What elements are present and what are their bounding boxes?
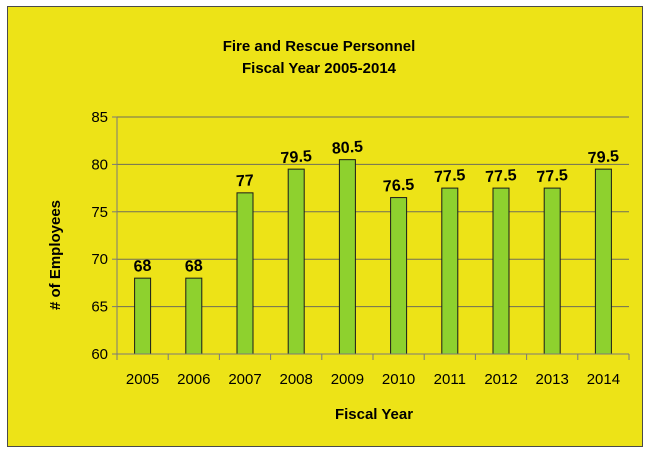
chart-frame: Fire and Rescue Personnel Fiscal Year 20… bbox=[7, 6, 643, 447]
x-tick-label-2012: 2012 bbox=[484, 371, 517, 388]
chart-subtitle: Fiscal Year 2005-2014 bbox=[242, 60, 397, 77]
x-tick-label-2009: 2009 bbox=[331, 371, 364, 388]
bar-2012 bbox=[492, 187, 510, 355]
x-tick-label-2007: 2007 bbox=[228, 371, 261, 388]
x-axis-title: Fiscal Year bbox=[335, 406, 413, 423]
x-tick-label-2013: 2013 bbox=[536, 371, 569, 388]
chart-title: Fire and Rescue Personnel bbox=[223, 38, 416, 55]
data-label-2013: 77.5 bbox=[536, 167, 568, 186]
bar-2013 bbox=[543, 187, 561, 355]
x-tick-label-2005: 2005 bbox=[126, 371, 159, 388]
data-label-2005: 68 bbox=[133, 258, 152, 276]
data-label-2014: 79.5 bbox=[587, 148, 619, 167]
data-label-2010: 76.5 bbox=[383, 177, 415, 196]
axes bbox=[112, 116, 630, 360]
data-label-2009: 80.5 bbox=[331, 139, 363, 158]
bar-2010 bbox=[390, 197, 408, 355]
data-label-2008: 79.5 bbox=[280, 148, 312, 167]
bar-2011 bbox=[441, 187, 459, 355]
y-tick-label: 70 bbox=[91, 251, 108, 268]
data-label-2011: 77.5 bbox=[434, 167, 466, 186]
y-axis-title: # of Employees bbox=[47, 200, 64, 310]
x-tick-label-2008: 2008 bbox=[280, 371, 313, 388]
bar-2006 bbox=[185, 277, 203, 355]
y-tick-label: 85 bbox=[91, 109, 108, 126]
labels: 60 65 70 75 80 85 68 2005 68 2006 77 2007 79.5 2008 80… bbox=[91, 109, 620, 388]
x-tick-label-2011: 2011 bbox=[434, 371, 466, 388]
x-tick-label-2006: 2006 bbox=[177, 371, 210, 388]
bars bbox=[134, 159, 612, 355]
bar-2009 bbox=[338, 159, 356, 355]
x-tick-label-2010: 2010 bbox=[382, 371, 415, 388]
y-tick-label: 65 bbox=[91, 299, 108, 316]
bar-2014 bbox=[594, 168, 612, 355]
data-label-2006: 68 bbox=[184, 258, 203, 276]
bar-2008 bbox=[287, 168, 305, 355]
data-label-2012: 77.5 bbox=[485, 167, 517, 186]
bar-2007 bbox=[236, 192, 254, 355]
bar-2005 bbox=[134, 277, 152, 355]
gridlines bbox=[117, 116, 629, 308]
data-label-2007: 77 bbox=[236, 172, 255, 190]
x-tick-label-2014: 2014 bbox=[587, 371, 620, 388]
bar-chart: Fire and Rescue Personnel Fiscal Year 20… bbox=[47, 38, 630, 423]
y-tick-label: 60 bbox=[91, 346, 108, 363]
y-tick-label: 75 bbox=[91, 204, 108, 221]
y-tick-label: 80 bbox=[91, 156, 108, 173]
